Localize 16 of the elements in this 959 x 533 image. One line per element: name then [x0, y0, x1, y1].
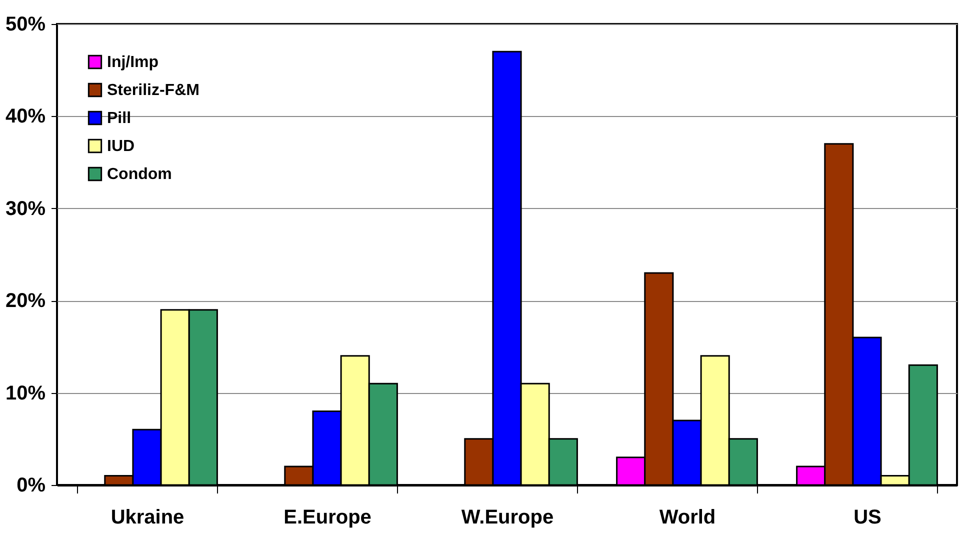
x-tick-label: US	[854, 506, 882, 528]
legend-label: IUD	[107, 138, 135, 155]
y-tick-label: 0%	[16, 474, 46, 496]
y-tick-label: 40%	[5, 106, 46, 128]
y-tick-label: 30%	[5, 198, 46, 220]
legend-label: Condom	[107, 166, 172, 183]
legend-label: Pill	[107, 110, 132, 127]
x-tick-label: World	[659, 506, 716, 528]
y-tick-label: 10%	[5, 382, 46, 404]
x-tick-label: Ukraine	[110, 506, 184, 528]
y-tick-label: 20%	[5, 290, 46, 312]
legend-label: Steriliz-F&M	[107, 82, 200, 99]
legend-label: Inj/Imp	[107, 54, 159, 71]
y-tick-label: 50%	[5, 14, 46, 36]
x-tick-label: W.Europe	[461, 506, 554, 528]
x-tick-label: E.Europe	[284, 506, 372, 528]
